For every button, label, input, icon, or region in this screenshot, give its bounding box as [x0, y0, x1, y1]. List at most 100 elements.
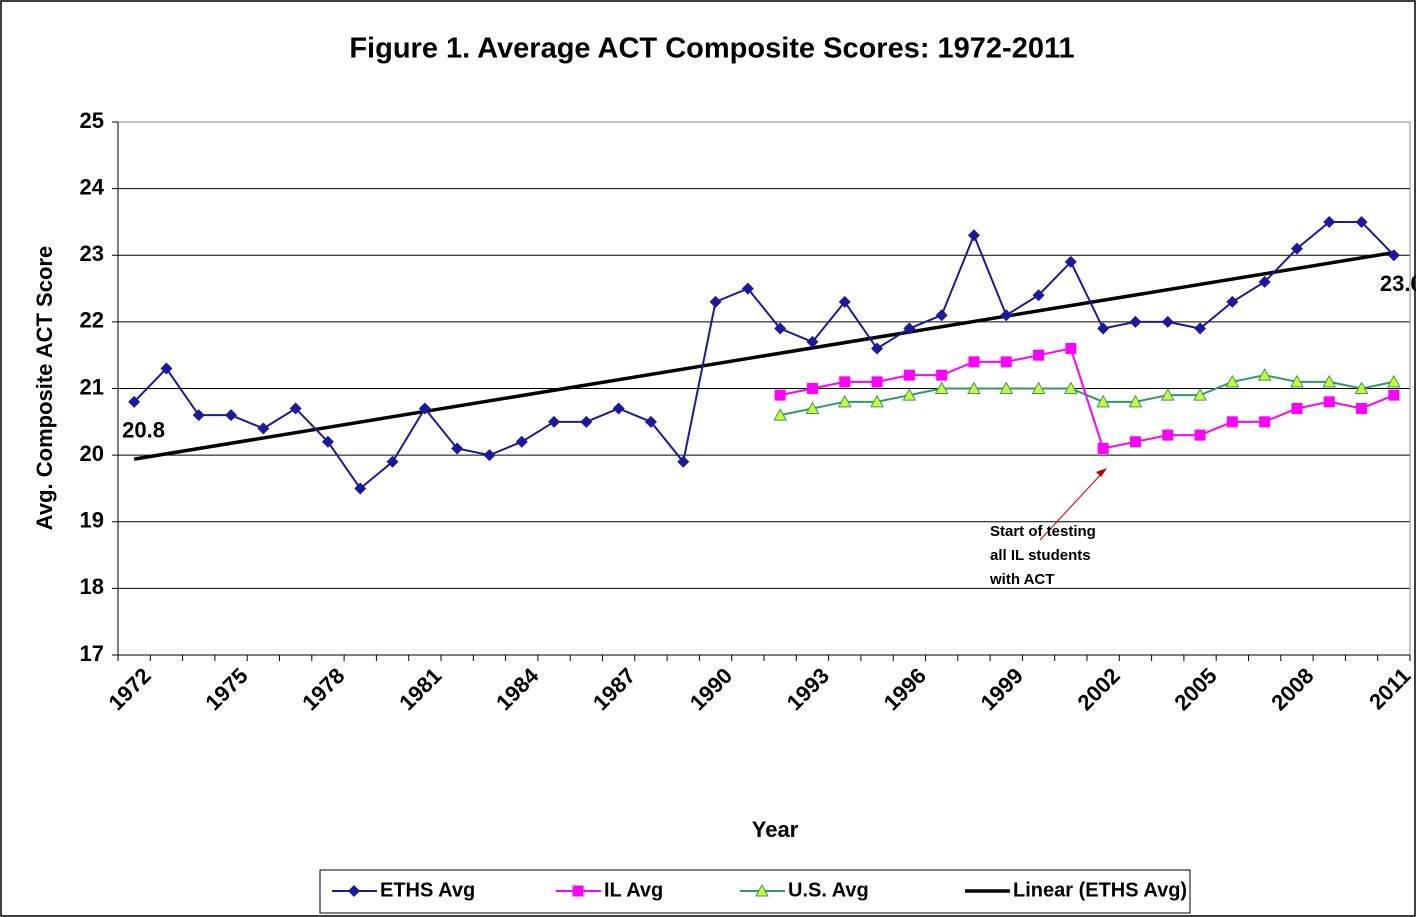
point — [192, 409, 205, 422]
point — [1226, 295, 1239, 308]
annotation-arrow — [1039, 470, 1105, 541]
point — [1257, 368, 1272, 381]
point — [1194, 429, 1206, 441]
legend-label: IL Avg — [604, 879, 663, 901]
point — [225, 409, 238, 422]
point — [871, 376, 883, 388]
y-tick-label: 21 — [80, 374, 104, 399]
data-label: 20.8 — [122, 418, 165, 443]
point — [1129, 436, 1141, 448]
annotation: with ACT — [989, 571, 1054, 588]
series-line — [133, 220, 1395, 490]
chart-title: Figure 1. Average ACT Composite Scores: … — [349, 33, 1074, 65]
y-tick-label: 25 — [80, 108, 104, 133]
point — [1031, 381, 1046, 394]
point — [1387, 374, 1401, 388]
annotation-arrowhead — [1096, 468, 1107, 477]
point — [1097, 442, 1109, 454]
point — [1064, 381, 1078, 394]
legend-marker — [755, 883, 769, 897]
annotation: all IL students — [990, 547, 1091, 564]
point — [967, 229, 980, 242]
x-axis-title: Year — [752, 817, 799, 842]
point — [805, 401, 820, 414]
point — [968, 356, 980, 368]
point — [548, 415, 561, 428]
point — [1388, 389, 1400, 401]
point — [1356, 402, 1368, 414]
annotation: Start of testing — [990, 523, 1096, 540]
point — [806, 383, 818, 394]
point — [1065, 343, 1077, 355]
point — [515, 435, 528, 448]
y-tick-label: 17 — [80, 641, 104, 666]
point — [1162, 429, 1174, 441]
point — [837, 394, 852, 408]
y-axis-title: Avg. Composite ACT Score — [32, 246, 57, 530]
point — [903, 369, 915, 381]
point — [1160, 388, 1175, 401]
point — [1096, 394, 1110, 408]
point — [934, 381, 949, 394]
point — [1225, 374, 1240, 388]
point — [1193, 388, 1207, 401]
point — [838, 295, 851, 308]
legend-label: U.S. Avg — [788, 879, 869, 901]
point — [839, 376, 851, 388]
point — [386, 455, 399, 468]
point — [1128, 394, 1143, 408]
point — [999, 381, 1014, 394]
point — [580, 415, 593, 428]
point — [1226, 416, 1238, 428]
point — [903, 322, 916, 335]
point — [870, 394, 884, 408]
point — [644, 415, 657, 428]
point — [1291, 402, 1303, 414]
point — [612, 402, 625, 415]
y-tick-label: 20 — [80, 441, 104, 466]
point — [677, 455, 690, 468]
point — [1129, 315, 1142, 328]
point — [1323, 215, 1336, 228]
point — [1000, 309, 1013, 322]
point — [806, 335, 819, 348]
point — [1097, 322, 1110, 335]
legend-label: Linear (ETHS Avg) — [1013, 879, 1187, 901]
data-label: 23.0 — [1380, 271, 1416, 296]
point — [1161, 315, 1174, 328]
point — [741, 282, 754, 295]
legend-marker — [348, 885, 360, 897]
point — [128, 395, 141, 408]
point — [1355, 215, 1368, 228]
point — [1354, 381, 1369, 394]
point — [1194, 322, 1207, 335]
point — [936, 369, 948, 381]
point — [354, 482, 367, 495]
point — [1033, 349, 1045, 361]
point — [902, 388, 917, 401]
point — [1290, 242, 1303, 255]
point — [1064, 255, 1077, 268]
point — [1387, 249, 1400, 262]
point — [160, 362, 173, 375]
point — [1322, 374, 1337, 388]
trendline — [133, 250, 1395, 461]
point — [1032, 289, 1045, 302]
point — [774, 322, 787, 335]
point — [774, 389, 786, 401]
y-tick-label: 23 — [80, 241, 104, 266]
point — [451, 442, 464, 455]
point — [418, 402, 431, 415]
legend-label: ETHS Avg — [380, 879, 475, 901]
point — [1290, 374, 1304, 388]
legend-marker — [572, 885, 584, 897]
point — [257, 422, 270, 435]
point — [1259, 416, 1271, 428]
point — [709, 295, 722, 308]
point — [935, 309, 948, 322]
series-line — [779, 374, 1395, 417]
y-tick-label: 18 — [80, 574, 104, 599]
point — [483, 449, 496, 462]
